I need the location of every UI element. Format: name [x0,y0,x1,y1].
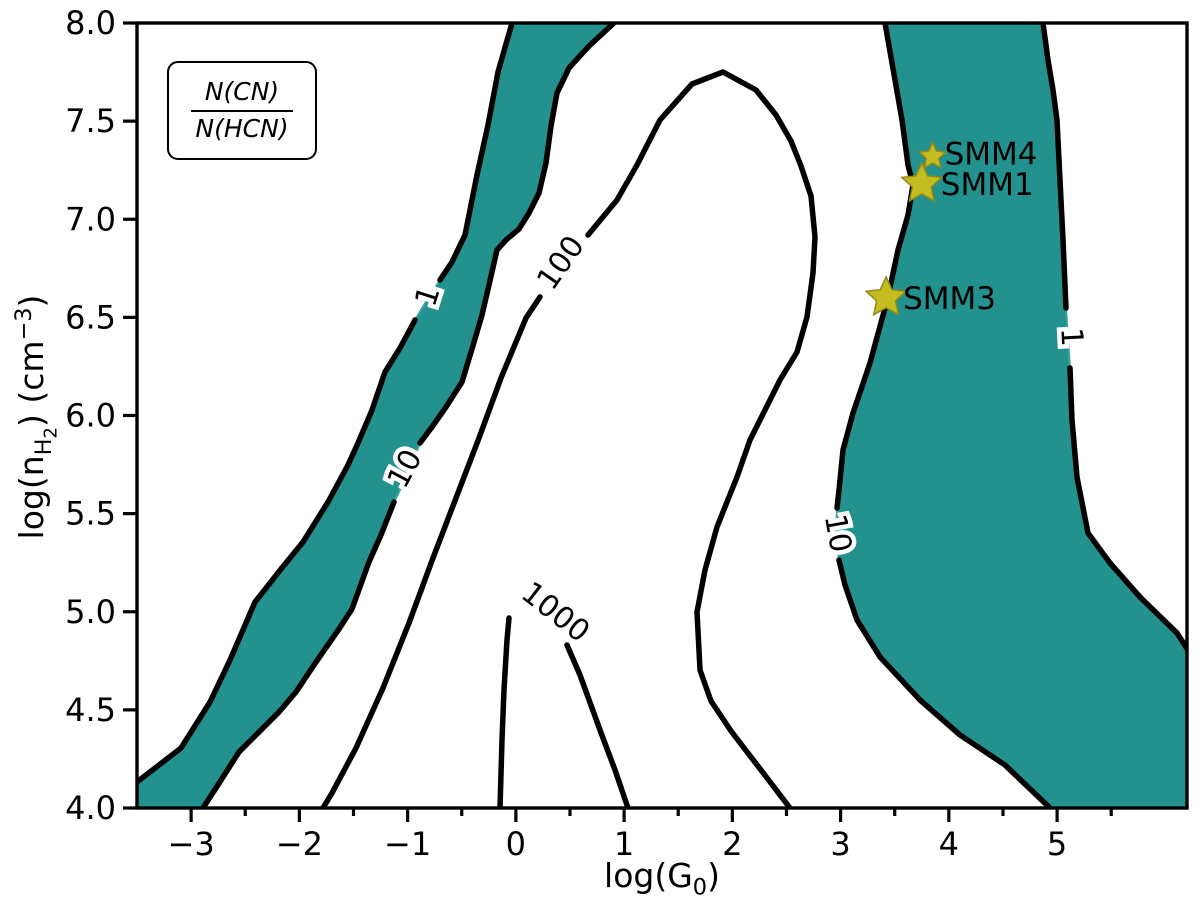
axis-ticks: −3 −2 −1 0 1 2 3 4 5 4.0 4.5 5.0 5.5 6.0 6.5 7.0 7.5 8.0 [65,4,1113,863]
contour-label-100: 100 [530,230,592,297]
contour-label-10: 10 [817,512,858,556]
contour-lines [137,23,1187,808]
marker-label-SMM4: SMM4 [945,136,1038,172]
y-tick-label: 5.0 [65,593,116,631]
star-marker-SMM4 [917,140,948,170]
y-tick-label: 4.0 [65,789,116,827]
y-tick-label: 6.5 [65,298,116,336]
contour-line-100-lower [320,294,543,808]
contour-line-1-left-upper [437,23,515,283]
fraction-bar [191,109,293,112]
y-tick-label: 8.0 [65,4,116,42]
x-tick-label: −3 [168,825,215,863]
y-tick-label: 6.0 [65,397,116,435]
x-tick-label: 2 [722,825,742,863]
contour-line-1000-right [564,642,631,808]
x-tick-label: 4 [939,825,959,863]
legend-numerator: N(CN) [204,76,280,106]
x-tick-label: −1 [384,825,431,863]
contour-label-1000: 1000 [514,575,596,650]
contour-line-1-left-lower [137,317,418,785]
y-axis-label: log(nH2) (cm−3) [11,294,62,540]
legend-denominator: N(HCN) [195,113,289,143]
contour-line-1000-left [497,615,512,808]
contour-line-10-left-lower [200,499,397,808]
x-tick-label: 1 [614,825,634,863]
marker-label-SMM3: SMM3 [903,281,996,317]
x-axis-label: log(G0) [604,856,720,901]
contour-line-10-right-upper [834,23,916,511]
legend-box: N(CN) N(HCN) [167,61,317,160]
contour-label-1: 1 [1053,327,1089,348]
y-tick-label: 5.5 [65,495,116,533]
y-tick-label: 4.5 [65,691,116,729]
y-tick-label: 7.5 [65,102,116,140]
marker-label-SMM1: SMM1 [941,167,1034,203]
y-tick-label: 7.0 [65,200,116,238]
x-tick-label: 5 [1047,825,1067,863]
x-tick-label: −2 [276,825,323,863]
contour-line-100-upper [585,69,818,808]
contour-line-1-right-lower [1067,365,1187,653]
contour-line-10-left-upper [417,23,617,446]
x-tick-label: 0 [506,825,526,863]
contour-line-10-right-lower [836,557,1053,808]
x-tick-label: 3 [830,825,850,863]
contour-line-1-right-upper [1040,23,1069,311]
star-marker-SMM1 [900,161,944,203]
star-marker-SMM3 [864,274,908,317]
